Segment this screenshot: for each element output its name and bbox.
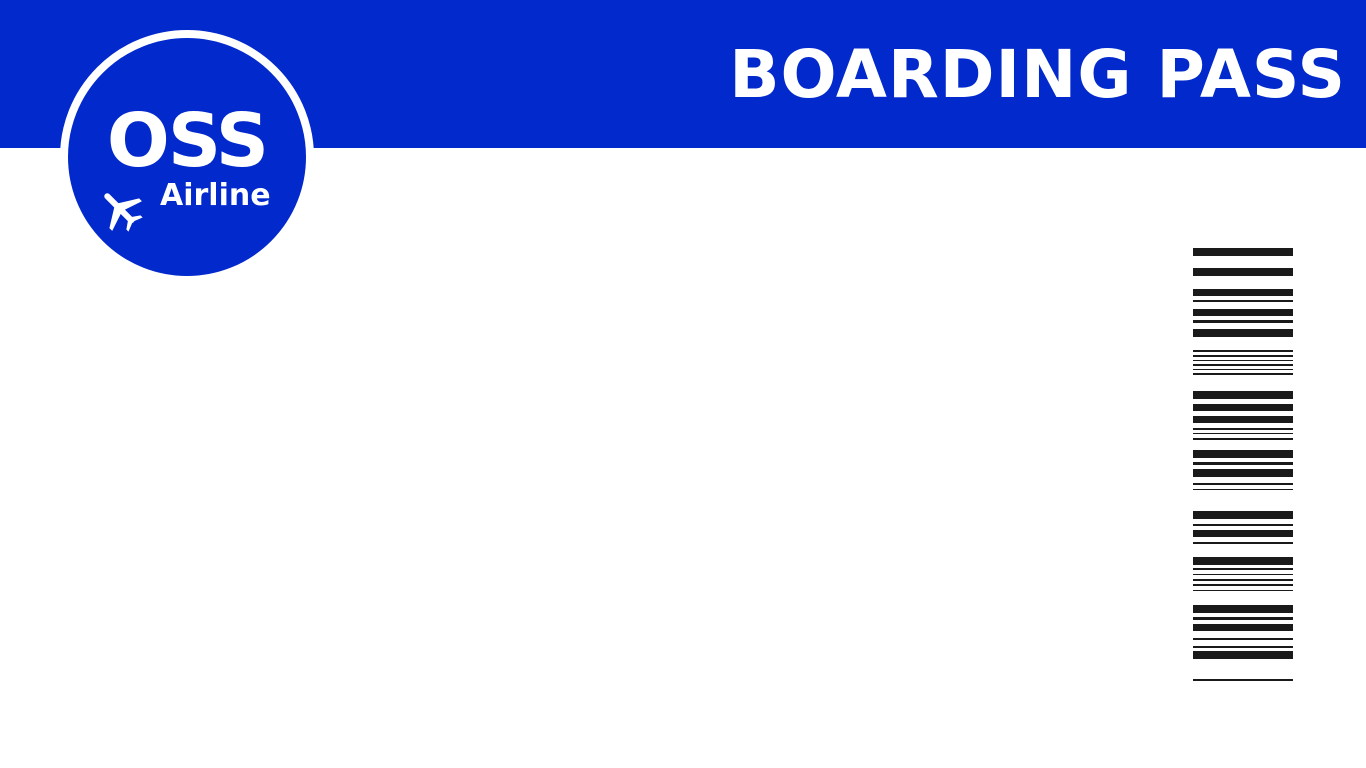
barcode-icon — [1193, 248, 1293, 681]
logo-name: OSS — [106, 98, 269, 184]
airline-logo: OSS Airline — [60, 30, 314, 284]
barcode-bar — [1193, 568, 1293, 570]
barcode-bar — [1193, 369, 1293, 370]
barcode-bar — [1193, 579, 1293, 581]
logo-subtitle: Airline — [160, 178, 271, 213]
barcode-bar — [1193, 511, 1293, 519]
barcode-bar — [1193, 373, 1293, 375]
barcode-bar — [1193, 329, 1293, 337]
barcode-bar — [1193, 391, 1293, 399]
barcode-bar — [1193, 268, 1293, 276]
barcode-bar — [1193, 679, 1293, 681]
barcode-bar — [1193, 350, 1293, 352]
barcode-bar — [1193, 624, 1293, 631]
barcode-bar — [1193, 605, 1293, 613]
barcode-bar — [1193, 489, 1293, 490]
barcode-bar — [1193, 483, 1293, 485]
barcode-bar — [1193, 404, 1293, 411]
barcode-bar — [1193, 364, 1293, 366]
barcode-bar — [1193, 438, 1293, 440]
barcode-bar — [1193, 524, 1293, 526]
barcode-bar — [1193, 450, 1293, 458]
barcode-bar — [1193, 469, 1293, 477]
barcode-bar — [1193, 428, 1293, 430]
barcode-bar — [1193, 248, 1293, 256]
barcode-bar — [1193, 320, 1293, 323]
barcode-bar — [1193, 355, 1293, 357]
barcode-bar — [1193, 646, 1293, 648]
barcode-bar — [1193, 462, 1293, 465]
barcode-bar — [1193, 289, 1293, 296]
airplane-icon — [104, 193, 143, 232]
page-title: BOARDING PASS — [729, 36, 1346, 113]
barcode-bar — [1193, 416, 1293, 423]
barcode-bar — [1193, 617, 1293, 620]
barcode-bar — [1193, 433, 1293, 434]
barcode-bar — [1193, 360, 1293, 361]
barcode-bar — [1193, 542, 1293, 544]
barcode-bar — [1193, 309, 1293, 316]
barcode-bar — [1193, 584, 1293, 586]
barcode-bar — [1193, 530, 1293, 537]
barcode-bar — [1193, 651, 1293, 659]
barcode-bar — [1193, 638, 1293, 640]
barcode-bar — [1193, 300, 1293, 302]
barcode-bar — [1193, 557, 1293, 565]
barcode-bar — [1193, 590, 1293, 591]
barcode-bar — [1193, 574, 1293, 575]
